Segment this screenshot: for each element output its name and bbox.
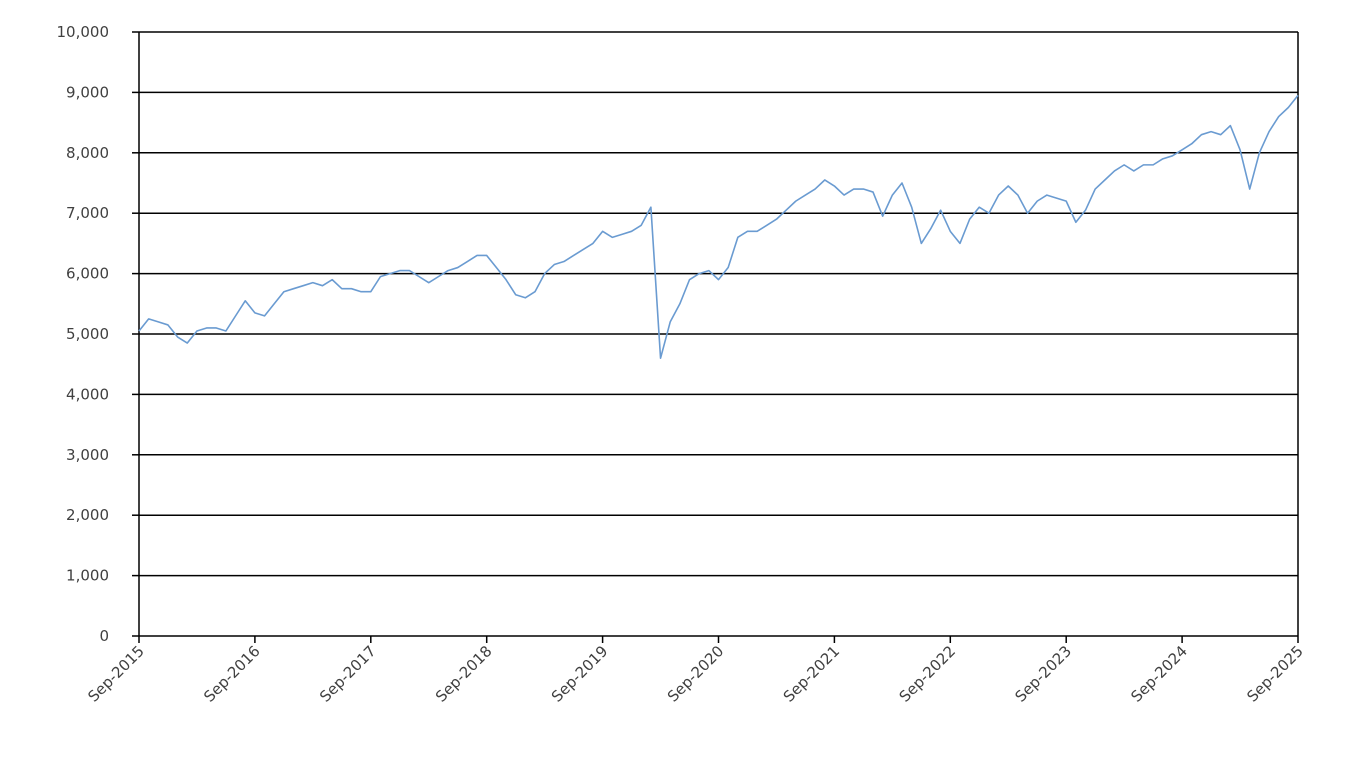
x-tick-label: Sep-2023 bbox=[1011, 642, 1075, 706]
y-tick-label: 4,000 bbox=[66, 385, 109, 403]
x-tick-label: Sep-2021 bbox=[780, 642, 844, 706]
y-tick-label: 0 bbox=[99, 627, 109, 645]
y-tick-label: 5,000 bbox=[66, 325, 109, 343]
x-tick-label: Sep-2016 bbox=[200, 642, 264, 706]
y-tick-label: 2,000 bbox=[66, 506, 109, 524]
y-tick-label: 9,000 bbox=[66, 83, 109, 101]
y-tick-label: 10,000 bbox=[57, 23, 110, 41]
y-tick-label: 6,000 bbox=[66, 265, 109, 283]
x-tick-label: Sep-2022 bbox=[896, 642, 960, 706]
x-tick-label: Sep-2015 bbox=[84, 642, 148, 706]
y-tick-label: 3,000 bbox=[66, 446, 109, 464]
y-tick-label: 8,000 bbox=[66, 144, 109, 162]
x-tick-label: Sep-2024 bbox=[1127, 642, 1191, 706]
x-tick-label: Sep-2019 bbox=[548, 642, 612, 706]
x-tick-label: Sep-2018 bbox=[432, 642, 496, 706]
data-line bbox=[138, 94, 1299, 359]
x-tick-label: Sep-2025 bbox=[1243, 642, 1307, 706]
y-tick-label: 7,000 bbox=[66, 204, 109, 222]
y-tick-label: 1,000 bbox=[66, 567, 109, 585]
x-tick-label: Sep-2020 bbox=[664, 642, 728, 706]
x-tick-label: Sep-2017 bbox=[316, 642, 380, 706]
